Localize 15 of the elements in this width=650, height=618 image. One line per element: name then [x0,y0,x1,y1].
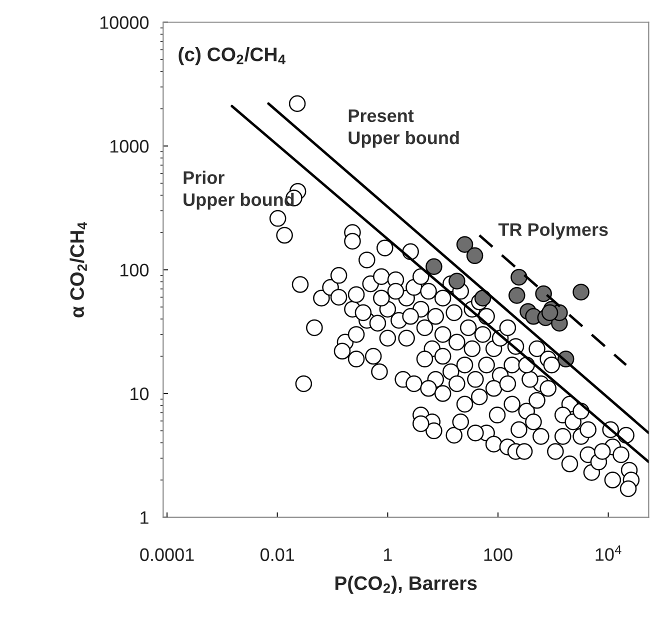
x-tick-label: 1 [384,548,392,561]
y-tick-label: 1 [140,511,148,524]
text: (c) CO$_{2}$/CH$_{4}$ [178,47,286,66]
y-tick-label: 100 [120,264,149,276]
x-tick-label: 0.0001 [140,548,194,562]
x-tick-label: 10$^{4}$ [596,545,622,561]
x-axis-title: P(CO$_{2}$), Barrers [335,576,477,594]
annotation: Present Upper bound [348,110,459,148]
y-tick-label: 10000 [100,16,149,29]
y-tick-label: 1000 [110,140,149,153]
x-tick-label: 100 [484,548,512,562]
y-tick-label: 10 [130,387,149,400]
x-tick-label: 0.01 [260,548,294,562]
annotation: TR Polymers [498,222,608,240]
y-axis-title: α CO$_{2}$/CH$_{4}$ [70,222,87,318]
